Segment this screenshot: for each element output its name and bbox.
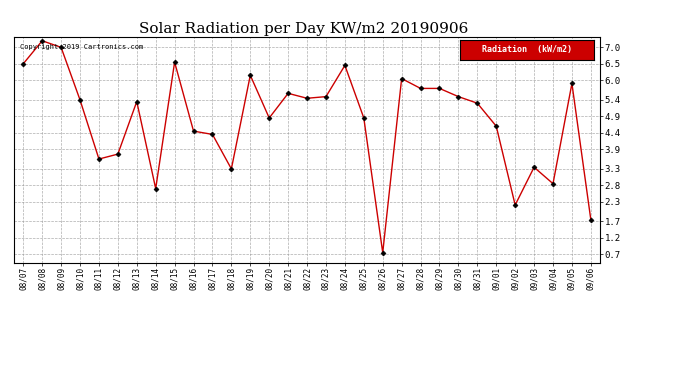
Text: Copyright 2019 Cartronics.com: Copyright 2019 Cartronics.com (19, 44, 143, 50)
Text: Solar Radiation per Day KW/m2 20190906: Solar Radiation per Day KW/m2 20190906 (139, 22, 469, 36)
